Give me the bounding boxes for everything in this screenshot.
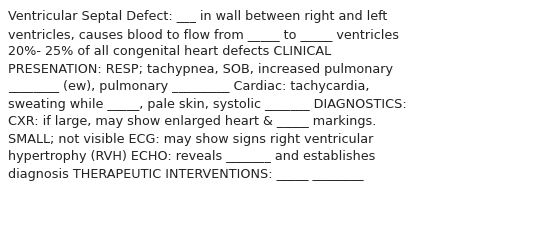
- Text: Ventricular Septal Defect: ___ in wall between right and left
ventricles, causes: Ventricular Septal Defect: ___ in wall b…: [8, 10, 407, 180]
